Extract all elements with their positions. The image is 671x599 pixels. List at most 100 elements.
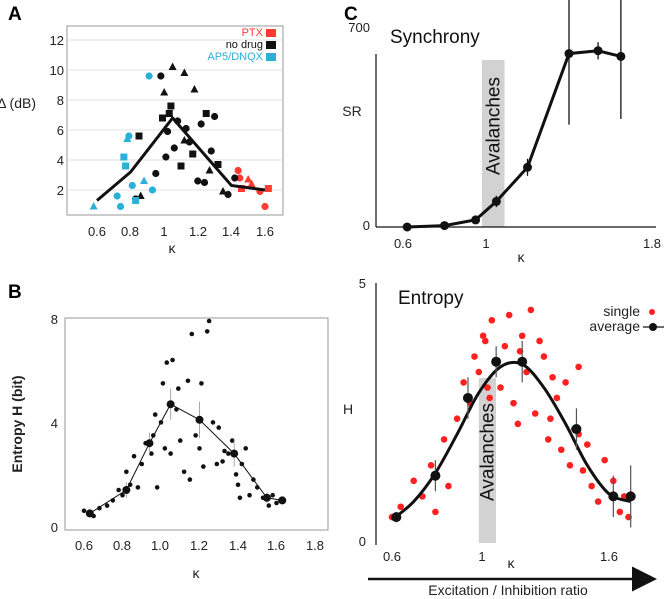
ct-sr-point xyxy=(471,215,481,225)
b-single-point xyxy=(266,503,272,508)
a-point-ap5-dnqx xyxy=(145,72,153,80)
panel-a-legend: PTX no drug AP5/DNQX xyxy=(207,27,276,63)
b-single-point xyxy=(164,360,170,365)
cb-single-point xyxy=(479,332,487,340)
ct-series xyxy=(402,0,626,232)
panel-label-a: A xyxy=(8,4,22,25)
a-ytick-10: 10 xyxy=(50,63,64,78)
cb-single-point xyxy=(510,399,517,407)
b-single-point xyxy=(193,433,198,438)
b-single-point xyxy=(131,453,137,459)
a-point-ap5-dnqx xyxy=(148,186,157,194)
a-xtick-0.8: 0.8 xyxy=(121,224,139,239)
cb-single-point xyxy=(601,456,608,464)
b-xtick-1.4: 1.4 xyxy=(229,538,247,553)
a-point-ap5-dnqx xyxy=(113,192,121,200)
cb-single-point xyxy=(410,477,418,485)
b-single-point xyxy=(160,381,166,386)
a-point-no-drug xyxy=(165,110,173,117)
ct-sr-point xyxy=(564,49,574,59)
cb-xtick-1.6: 1.6 xyxy=(600,549,618,564)
a-point-ptx xyxy=(261,202,269,211)
cb-single-point xyxy=(579,467,587,474)
ct-title: Synchrony xyxy=(390,27,480,48)
b-single-point xyxy=(104,503,110,508)
cb-title: Entropy xyxy=(398,288,464,309)
cb-band-label: Avalanches xyxy=(477,403,498,501)
a-point-ptx xyxy=(236,174,244,182)
b-single-point xyxy=(120,492,125,498)
cb-xtick-1: 1 xyxy=(478,549,485,564)
panel-label-c: C xyxy=(344,4,358,25)
a-ylabel: Δ (dB) xyxy=(0,95,36,111)
cb-arrow-label: Excitation / Inhibition ratio xyxy=(428,582,588,598)
a-point-no-drug xyxy=(190,85,199,93)
a-xtick-1.2: 1.2 xyxy=(189,224,207,239)
a-point-no-drug xyxy=(214,161,222,168)
cb-single-point xyxy=(575,363,582,371)
a-point-ptx xyxy=(264,185,272,192)
cb-single-point xyxy=(584,441,591,448)
cb-legend-single-marker xyxy=(649,309,655,315)
ct-ytick-700: 700 xyxy=(348,20,370,35)
cb-single-point xyxy=(540,353,548,360)
a-trend-line xyxy=(96,115,266,202)
b-single-point xyxy=(222,448,227,454)
a-point-no-drug xyxy=(197,120,205,128)
b-single-point xyxy=(206,318,212,324)
cb-single-point xyxy=(427,462,435,469)
a-point-no-drug xyxy=(189,150,197,158)
a-point-no-drug xyxy=(170,144,178,152)
ct-sr-line xyxy=(407,49,622,229)
b-single-point xyxy=(270,492,275,498)
a-point-ptx xyxy=(244,175,253,183)
b-ytick-0: 0 xyxy=(51,520,58,535)
panel-c-bottom: 5 0 0.6 1 1.6 Entropy H κ Avalanches sin… xyxy=(343,276,664,598)
a-xlabel: κ xyxy=(169,240,177,256)
a-point-no-drug xyxy=(163,127,172,136)
b-single-point xyxy=(139,461,145,467)
cb-average-point xyxy=(491,356,502,367)
b-single-point xyxy=(199,381,204,386)
ct-sr-point xyxy=(402,222,412,232)
cb-average-point xyxy=(430,470,441,481)
b-average-point xyxy=(122,486,131,494)
b-xtick-1.2: 1.2 xyxy=(190,538,208,553)
b-single-point xyxy=(187,477,193,482)
b-single-point xyxy=(168,451,173,456)
a-point-ap5-dnqx xyxy=(89,202,98,210)
legend-nodrug: no drug xyxy=(226,39,263,51)
b-ytick-8: 8 xyxy=(51,312,58,327)
cb-legend: single average xyxy=(589,303,664,334)
cb-xtick-0.6: 0.6 xyxy=(383,549,401,564)
ct-avalanche-band xyxy=(482,60,505,227)
panel-b-average xyxy=(85,388,287,518)
a-point-no-drug xyxy=(224,190,232,199)
panel-a-yticks: 12 10 8 6 4 2 xyxy=(50,33,64,198)
ct-ytick-0: 0 xyxy=(363,218,370,233)
cb-single-point xyxy=(566,462,574,469)
cb-single-point xyxy=(445,482,452,490)
cb-single-point xyxy=(544,436,552,443)
cb-single-point xyxy=(460,379,467,386)
cb-single-point xyxy=(486,394,493,402)
ct-xtick-1: 1 xyxy=(482,236,489,251)
a-point-no-drug xyxy=(194,177,202,185)
b-single-point xyxy=(220,459,225,464)
b-average-point xyxy=(262,493,271,502)
panel-b-frame xyxy=(64,317,329,531)
b-average-point xyxy=(278,496,287,505)
a-point-no-drug xyxy=(135,132,143,140)
legend-ap5-swatch xyxy=(266,53,276,61)
a-point-no-drug xyxy=(205,166,214,174)
a-point-ap5-dnqx xyxy=(125,132,133,140)
b-xtick-0.8: 0.8 xyxy=(113,538,131,553)
ct-xtick-1.8: 1.8 xyxy=(643,236,661,251)
a-point-no-drug xyxy=(159,114,167,122)
b-single-point xyxy=(201,464,206,469)
b-single-point xyxy=(149,451,154,456)
cb-average-points xyxy=(391,340,636,528)
cb-single-point xyxy=(471,353,478,360)
b-single-point xyxy=(197,446,202,451)
ct-ylabel: SR xyxy=(342,103,361,119)
